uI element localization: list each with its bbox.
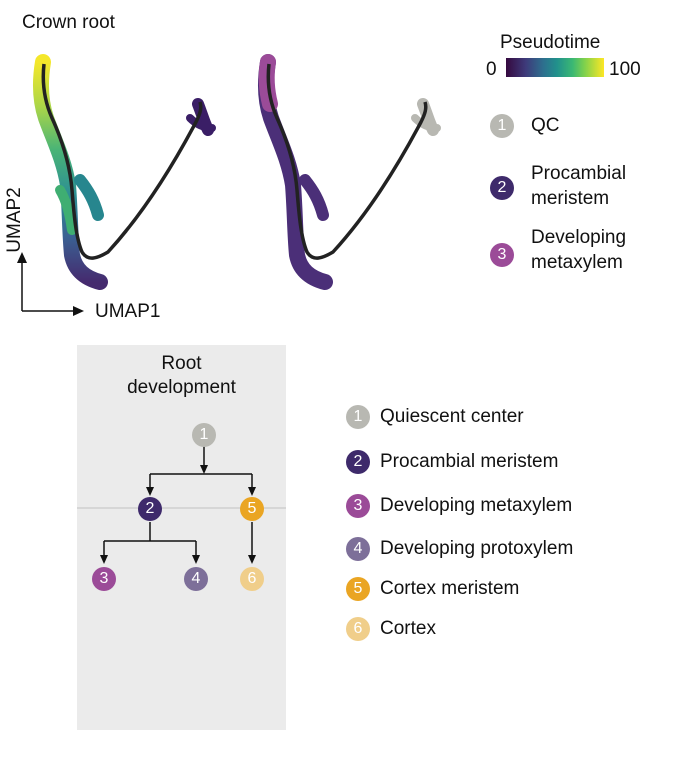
development-title: Root development	[77, 352, 286, 400]
legend-badge-procambial: 2	[490, 176, 514, 200]
umap-pseudotime	[33, 54, 216, 290]
legend-label-qc: QC	[531, 115, 560, 136]
x-axis-label: UMAP1	[95, 301, 161, 322]
legend-label-metaxylem-2: metaxylem	[531, 252, 623, 273]
legend-badge-metaxylem: 3	[490, 243, 514, 267]
legend-badge-qc: 1	[490, 114, 514, 138]
development-title-line2: development	[127, 377, 236, 398]
celltype-badge-5: 5	[346, 577, 370, 601]
celltype-label-1: Quiescent center	[380, 406, 524, 427]
pseudotime-title: Pseudotime	[500, 32, 601, 53]
celltype-badge-2: 2	[346, 450, 370, 474]
pseudotime-min: 0	[486, 59, 497, 80]
celltype-label-5: Cortex meristem	[380, 578, 520, 599]
pseudotime-max: 100	[609, 59, 641, 80]
umap-clusters	[258, 54, 441, 290]
celltype-badge-6: 6	[346, 617, 370, 641]
celltype-badge-4: 4	[346, 537, 370, 561]
pseudotime-colorbar	[506, 58, 604, 77]
celltype-label-2: Procambial meristem	[380, 451, 559, 472]
legend-label-procambial-1: Procambial	[531, 163, 627, 184]
tree-node-4: 4	[184, 567, 208, 591]
tree-node-2: 2	[138, 497, 162, 521]
development-title-line1: Root	[161, 353, 202, 374]
celltype-label-6: Cortex	[380, 618, 436, 639]
figure-title: Crown root	[22, 12, 115, 33]
celltype-badge-3: 3	[346, 494, 370, 518]
celltype-badge-1: 1	[346, 405, 370, 429]
legend-label-procambial-2: meristem	[531, 188, 610, 209]
legend-label-metaxylem-1: Developing	[531, 227, 627, 248]
celltype-label-4: Developing protoxylem	[380, 538, 574, 559]
tree-node-1: 1	[192, 423, 216, 447]
umap-axes	[17, 252, 84, 316]
tree-node-5: 5	[240, 497, 264, 521]
tree-node-6: 6	[240, 567, 264, 591]
tree-node-3: 3	[92, 567, 116, 591]
development-panel	[77, 345, 286, 730]
celltype-label-3: Developing metaxylem	[380, 495, 573, 516]
